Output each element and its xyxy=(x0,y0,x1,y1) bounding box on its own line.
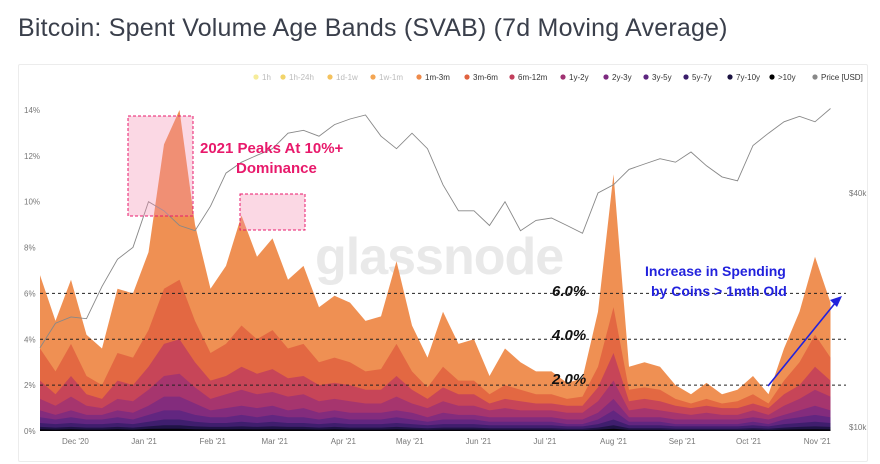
spending-arrow-head xyxy=(830,296,842,307)
y-axis-ticks: 0% 2% 4% 6% 8% 10% 12% 14% xyxy=(24,106,40,436)
legend-swatch xyxy=(727,74,733,80)
peak-box-feb xyxy=(239,193,306,231)
x-tick-label: Apr '21 xyxy=(331,437,357,446)
y-right-axis-ticks: $10k $40k xyxy=(849,189,867,432)
spending-annotation-line1: Increase in Spending xyxy=(645,263,786,279)
y-tick-label: 12% xyxy=(24,152,40,161)
legend-swatch xyxy=(327,74,333,80)
x-tick-label: May '21 xyxy=(396,437,424,446)
legend-swatch xyxy=(416,74,422,80)
peaks-annotation-line1: 2021 Peaks At 10%+ xyxy=(200,140,344,157)
y-tick-label: 2% xyxy=(24,381,36,390)
legend-item: 7y-10y xyxy=(736,73,760,82)
legend-swatch xyxy=(769,74,775,80)
glassnode-watermark: glassnode xyxy=(315,228,563,286)
legend-item: 5y-7y xyxy=(692,73,712,82)
x-tick-label: Jul '21 xyxy=(533,437,556,446)
spending-arrow xyxy=(767,301,837,387)
y-tick-label: 10% xyxy=(24,198,40,207)
legend-item: 2y-3y xyxy=(612,73,632,82)
age-band-areas xyxy=(40,110,831,431)
x-tick-label: Sep '21 xyxy=(669,437,696,446)
legend-item: 3y-5y xyxy=(652,73,672,82)
level-label-6: 6.0% xyxy=(552,283,586,300)
x-tick-label: Feb '21 xyxy=(199,437,226,446)
legend-swatch xyxy=(560,74,566,80)
level-label-2: 2.0% xyxy=(551,371,586,388)
x-tick-label: Dec '20 xyxy=(62,437,89,446)
legend-swatch xyxy=(464,74,470,80)
legend-swatch xyxy=(812,74,818,80)
y-tick-label: 6% xyxy=(24,289,36,298)
x-tick-label: Aug '21 xyxy=(600,437,627,446)
legend-item: 1m-3m xyxy=(425,73,450,82)
level-label-4: 4.0% xyxy=(551,327,586,344)
legend-item: 6m-12m xyxy=(518,73,548,82)
price-line xyxy=(39,108,831,348)
y-tick-label: 4% xyxy=(24,335,36,344)
reference-lines xyxy=(40,292,846,386)
legend-item: 1y-2y xyxy=(569,73,589,82)
x-tick-label: Oct '21 xyxy=(736,437,762,446)
x-axis-ticks: Dec '20 Jan '21 Feb '21 Mar '21 Apr '21 May '… xyxy=(62,437,831,446)
legend-swatch xyxy=(683,74,689,80)
band-area-10y xyxy=(40,428,831,431)
chart-legend: 1h 1h-24h 1d-1w 1w-1m 1m-3m 3m-6m 6m-12m 1y-2y 2… xyxy=(253,73,863,82)
page-title: Bitcoin: Spent Volume Age Bands (SVAB) (… xyxy=(18,14,728,42)
y-right-tick-label: $40k xyxy=(849,189,867,198)
legend-swatch xyxy=(253,74,259,80)
legend-swatch xyxy=(603,74,609,80)
legend-swatch xyxy=(280,74,286,80)
x-tick-label: Jan '21 xyxy=(131,437,157,446)
legend-item: 1d-1w xyxy=(336,73,358,82)
legend-item: 1w-1m xyxy=(379,73,403,82)
y-tick-label: 8% xyxy=(24,244,36,253)
y-right-tick-label: $10k xyxy=(849,423,867,432)
legend-swatch xyxy=(509,74,515,80)
peak-box-jan xyxy=(127,115,194,217)
legend-swatch xyxy=(370,74,376,80)
peaks-annotation-line2: Dominance xyxy=(236,160,317,177)
y-tick-label: 0% xyxy=(24,427,36,436)
legend-swatch xyxy=(643,74,649,80)
legend-item: 3m-6m xyxy=(473,73,498,82)
y-tick-label: 14% xyxy=(24,106,40,115)
x-tick-label: Nov '21 xyxy=(804,437,831,446)
legend-item: 1h xyxy=(262,73,271,82)
legend-item: 1h-24h xyxy=(289,73,314,82)
legend-item: >10y xyxy=(778,73,796,82)
x-tick-label: Mar '21 xyxy=(261,437,288,446)
x-tick-label: Jun '21 xyxy=(466,437,492,446)
legend-item: Price [USD] xyxy=(821,73,863,82)
spending-annotation-line2: by Coins > 1mth Old xyxy=(651,283,787,299)
